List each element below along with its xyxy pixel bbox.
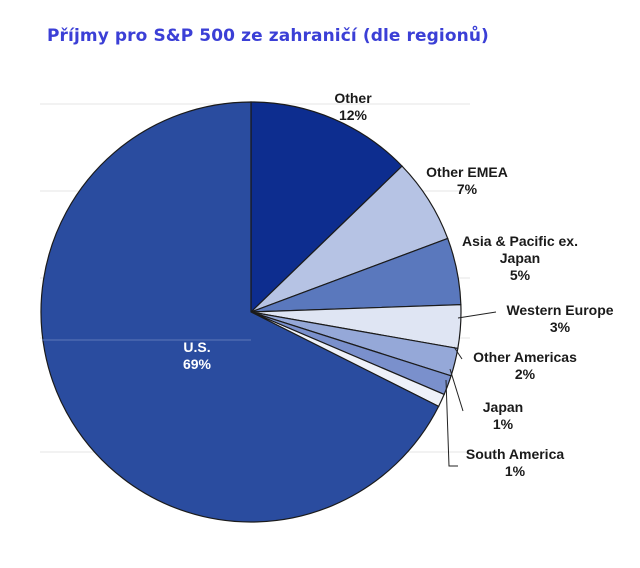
pie-slices [40, 101, 462, 523]
slice-name-label: U.S. [183, 339, 210, 355]
chart-title: Příjmy pro S&P 500 ze zahraničí (dle reg… [47, 26, 489, 46]
slice-value-label: 7% [457, 181, 478, 197]
slice-name-label: Other EMEA [426, 164, 508, 180]
leader-line-south-america [445, 379, 458, 467]
pie-slice-other [250, 101, 403, 314]
slice-value-label: 3% [550, 319, 571, 335]
slice-value-label: 69% [183, 356, 212, 372]
slice-name-label: Western Europe [506, 302, 613, 318]
slice-label-u-s: U.S.69% [183, 339, 212, 372]
slice-value-label: 1% [505, 463, 526, 479]
slice-name-label: South America [466, 446, 564, 462]
slice-value-label: 5% [510, 267, 531, 283]
slice-value-label: 1% [493, 416, 514, 432]
slice-name-label: Other [334, 90, 372, 106]
slice-value-label: 2% [515, 366, 536, 382]
leader-lines [445, 311, 497, 467]
leader-line-other-americas [453, 346, 463, 360]
leader-line-western-europe [457, 311, 497, 319]
slice-name-label: Asia & Pacific ex. [462, 233, 578, 249]
slice-name-label: Other Americas [473, 349, 577, 365]
pie-slice-u-s [40, 101, 440, 523]
leader-line-japan [449, 368, 464, 412]
slice-value-label: 12% [339, 107, 368, 123]
slice-name-label: Japan [483, 399, 523, 415]
slice-name-label: Japan [500, 250, 540, 266]
